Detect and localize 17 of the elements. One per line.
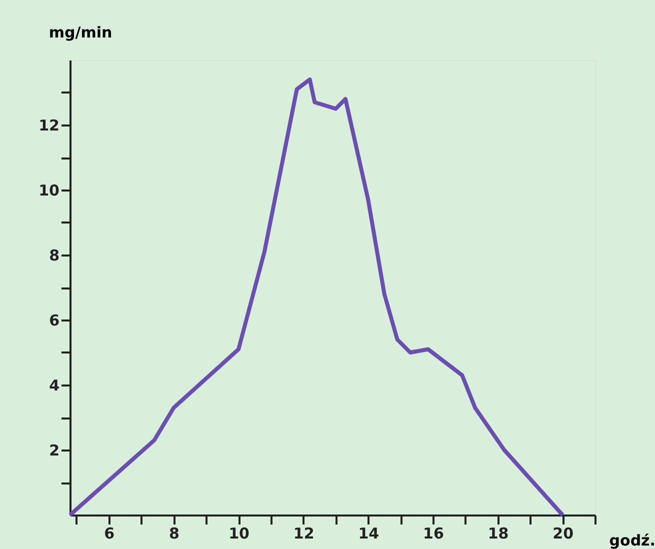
x-tick-label: 20 (552, 524, 574, 542)
y-tick-label: 2 (49, 442, 60, 460)
y-tick-label: 4 (49, 376, 60, 394)
y-tick-label: 12 (38, 116, 60, 134)
x-tick-label: 10 (228, 524, 250, 542)
x-tick-label: 18 (488, 524, 509, 542)
x-tick-label: 12 (293, 524, 314, 542)
y-tick-label: 10 (38, 182, 60, 200)
x-axis-title: godź. (609, 532, 655, 549)
y-tick-label: 6 (49, 312, 60, 330)
x-tick-label: 14 (358, 524, 380, 542)
line-series (68, 78, 565, 517)
x-tick-label: 6 (104, 524, 115, 542)
x-tick-label: 16 (423, 524, 444, 542)
y-tick-label: 8 (49, 246, 60, 264)
x-tick-label: 8 (168, 524, 180, 542)
y-axis-title: mg/min (48, 24, 112, 42)
